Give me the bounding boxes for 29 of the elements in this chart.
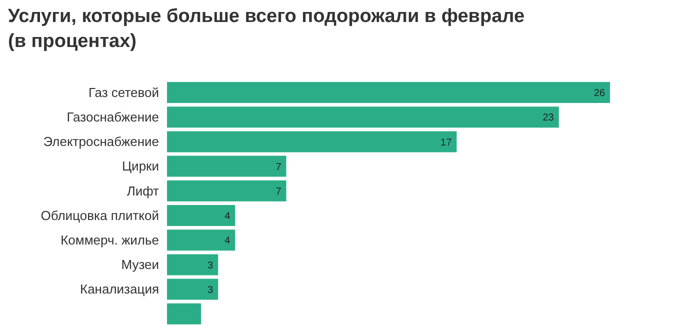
bar: [167, 131, 457, 152]
data-label: 17: [440, 137, 452, 148]
y-tick-label: Коммерч. жилье: [60, 232, 159, 248]
bar: [167, 303, 202, 324]
data-label: 7: [276, 186, 282, 198]
bar: [167, 156, 286, 177]
data-label: 4: [224, 211, 231, 222]
data-label: 3: [208, 260, 214, 272]
y-tick-label: Газ сетевой: [88, 84, 159, 100]
y-tick-label: Цирки: [122, 158, 159, 174]
y-tick-label: Канализация: [80, 282, 159, 297]
y-tick-label: Газоснабжение: [66, 110, 159, 125]
y-tick-label: Электроснабжение: [43, 134, 159, 150]
y-tick-label: Лифт: [126, 183, 160, 198]
bar: [167, 180, 286, 202]
bar: [167, 230, 236, 251]
y-tick-label: Облицовка плиткой: [40, 208, 159, 223]
data-label: 23: [542, 112, 554, 124]
data-label: 26: [594, 88, 606, 100]
data-label: 4: [224, 236, 231, 247]
chart-title: Услуги, которые больше всего подорожали в феврале (в процентах): [8, 5, 526, 54]
bar: [167, 278, 218, 300]
bar: [167, 254, 218, 276]
data-label: 3: [208, 284, 214, 296]
bar: [167, 82, 610, 103]
bar: [167, 205, 236, 226]
bar: [167, 106, 559, 128]
y-tick-label: Музеи: [121, 257, 159, 272]
data-label: 7: [276, 162, 282, 173]
